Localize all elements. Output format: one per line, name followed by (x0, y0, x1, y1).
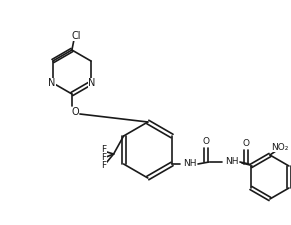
Text: O: O (71, 107, 79, 117)
Text: O: O (203, 137, 210, 146)
Text: NH: NH (225, 158, 239, 166)
Text: F: F (101, 153, 106, 162)
Text: Cl: Cl (71, 31, 81, 41)
Text: F: F (101, 162, 106, 171)
Text: NO₂: NO₂ (271, 142, 289, 151)
Text: O: O (242, 140, 249, 148)
Text: N: N (48, 78, 56, 88)
Text: NH: NH (183, 160, 197, 169)
Text: N: N (88, 78, 96, 88)
Text: F: F (101, 146, 106, 155)
